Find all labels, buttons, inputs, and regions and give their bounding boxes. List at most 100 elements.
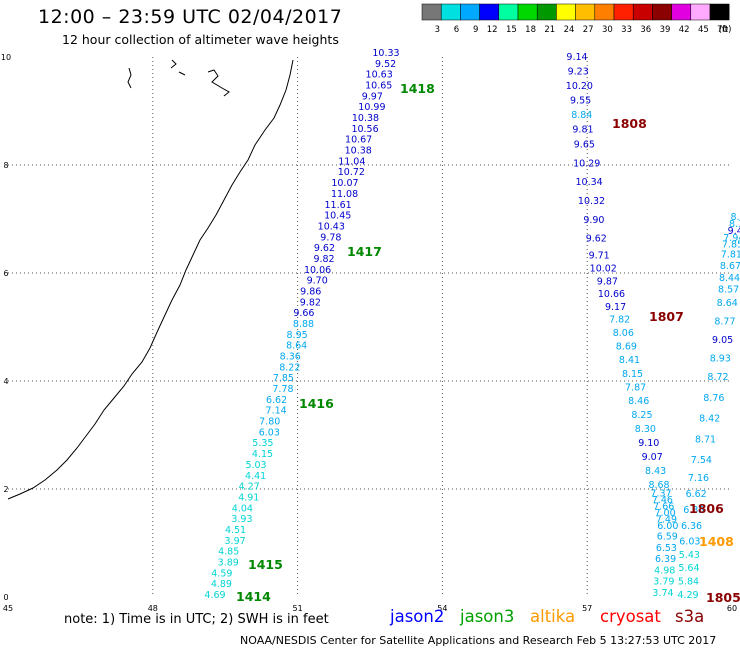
swh-value: 9.10: [638, 438, 659, 449]
swh-value: 9.23: [568, 67, 589, 78]
swh-value: 9.07: [642, 452, 663, 463]
swh-value: 6.62: [266, 395, 287, 406]
swh-value: 8.46: [628, 396, 649, 407]
island: [207, 69, 230, 97]
swh-value: 8.64: [717, 298, 738, 309]
swh-value: 8.72: [707, 372, 728, 383]
track-time-label: 1415: [248, 557, 283, 572]
swh-value: 5.43: [679, 550, 700, 561]
swh-value: 8.68: [648, 480, 669, 491]
swh-value: 10.72: [338, 167, 365, 178]
swh-value: 10.38: [352, 113, 379, 124]
island: [170, 59, 186, 76]
swh-value: 10.63: [366, 70, 393, 81]
scale-label: 9: [473, 25, 478, 35]
swh-value: 9.62: [314, 243, 335, 254]
legend-altika: altika: [530, 607, 576, 626]
y-tick-label: 2: [3, 485, 8, 494]
scale-label: 21: [544, 25, 555, 35]
swh-value: 7.46: [652, 495, 673, 506]
swh-value: 4.15: [252, 449, 273, 460]
swh-value: 4.04: [232, 503, 253, 514]
track-time-label: 1416: [299, 396, 334, 411]
footer-credit: NOAA/NESDIS Center for Satellite Applica…: [240, 634, 717, 647]
swh-value: 11.61: [325, 200, 352, 211]
swh-value: 10.20: [566, 81, 593, 92]
legend-jason3: jason3: [460, 607, 515, 626]
legend-s3a: s3a: [675, 607, 705, 626]
swh-value: 10.99: [358, 102, 385, 113]
swh-value: 8.67: [720, 261, 740, 272]
track-time-label: 1807: [649, 309, 684, 324]
swh-value: 9.82: [313, 254, 334, 265]
swh-value: 9.82: [300, 297, 321, 308]
scale-label: 42: [679, 25, 690, 35]
swh-value: 8.88: [293, 319, 314, 330]
swh-value: 6.03: [259, 427, 280, 438]
swh-value: 10.38: [345, 146, 372, 157]
swh-value: 9.17: [605, 302, 626, 313]
swh-value: 3.89: [218, 557, 239, 568]
swh-value: 3.93: [231, 514, 252, 525]
scale-label: 36: [640, 25, 651, 35]
swh-value: 9.78: [320, 232, 341, 243]
swh-value: 10.65: [365, 81, 392, 92]
swh-value: 10.06: [304, 265, 331, 276]
swh-value: 8.22: [279, 362, 300, 373]
scale-label: 18: [525, 25, 536, 35]
swh-value: 10.43: [318, 221, 345, 232]
swh-value: 8.41: [619, 355, 640, 366]
swh-value: 9.71: [589, 251, 610, 262]
footer-note: note: 1) Time is in UTC; 2) SWH is in fe…: [64, 612, 329, 627]
swh-value: 10.34: [576, 177, 603, 188]
swh-value: 8.36: [280, 352, 301, 363]
swh-value: 7.66: [653, 502, 674, 513]
swh-value: 6.35: [683, 505, 704, 516]
swh-value: 8.93: [710, 354, 731, 365]
swh-value: 6.62: [686, 489, 707, 500]
track-time-label: 1414: [236, 589, 271, 604]
track-time-label: 1418: [400, 81, 435, 96]
y-tick-label: 6: [3, 269, 8, 278]
y-tick-label: 4: [3, 377, 8, 386]
swh-value: 5.35: [252, 438, 273, 449]
swh-value: 10.32: [578, 196, 605, 207]
swh-value: 9.90: [583, 215, 604, 226]
swh-value: 8.42: [699, 414, 720, 425]
swh-value: 8.30: [635, 424, 656, 435]
swh-value: 4.51: [225, 525, 246, 536]
scale-label: 45: [698, 25, 709, 35]
swh-value: 8.43: [645, 466, 666, 477]
scale-label: 30: [602, 25, 613, 35]
swh-value: 9.81: [572, 125, 593, 136]
swh-value: 7.78: [272, 384, 293, 395]
swh-value: 10.66: [598, 289, 625, 300]
map-title: 12:00 – 23:59 UTC 02/04/2017: [38, 6, 343, 28]
swh-value: 3.97: [225, 536, 246, 547]
swh-value: 4.59: [211, 568, 232, 579]
swh-value: 8.77: [714, 317, 735, 328]
color-scale-legend: 3 6 9 12 15 18 21 24 27 30 33 36 39 42 45 70(ft): [421, 3, 731, 35]
swh-value: 8.25: [631, 410, 652, 421]
swh-value: 8.3: [729, 219, 740, 230]
x-tick-label: 45: [3, 604, 13, 613]
swh-value: 8.44: [719, 273, 740, 284]
swh-value: 10.45: [324, 211, 351, 222]
swh-value: 10.02: [590, 263, 617, 274]
y-tick-label: 8: [3, 161, 8, 170]
swh-value: 4.29: [677, 590, 698, 601]
track-time-label: 1805: [706, 590, 740, 605]
swh-value: 9.97: [362, 91, 383, 102]
x-tick-label: 57: [582, 604, 592, 613]
swh-value: 11.04: [338, 156, 365, 167]
swh-value: 10.07: [331, 178, 358, 189]
swh-value: 9.66: [293, 308, 314, 319]
scale-label: 70: [717, 25, 728, 35]
swh-value: 7.49: [656, 515, 677, 526]
swh-value: 10.29: [573, 158, 600, 169]
swh-value: 6.03: [679, 536, 700, 547]
legend-cryosat: cryosat: [600, 607, 661, 626]
scale-label: 12: [487, 25, 498, 35]
swh-value: 9.65: [574, 140, 595, 151]
swh-value: 8.69: [616, 342, 637, 353]
